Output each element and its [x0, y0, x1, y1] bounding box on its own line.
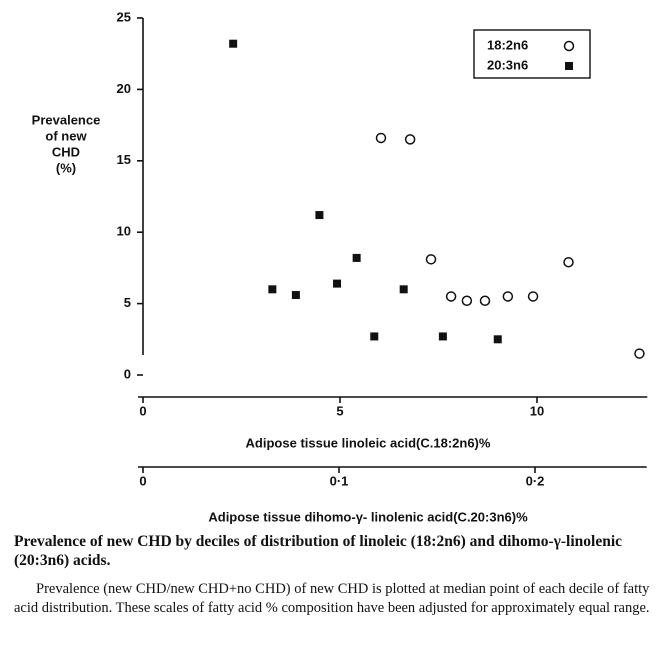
point: [527, 291, 539, 302]
point: [375, 132, 387, 144]
point: [229, 39, 238, 48]
point: [461, 295, 473, 306]
legend-marker: [565, 62, 573, 70]
y-tick-label: 25: [117, 9, 131, 24]
point: [493, 335, 502, 344]
x-axis-tick-label: 5: [336, 403, 343, 418]
y-axis-label: Prevalence: [32, 112, 101, 127]
y-tick-label: 20: [117, 81, 131, 96]
point: [404, 134, 416, 145]
x2-axis-label: Adipose tissue dihomo-γ- linolenic acid(…: [208, 509, 528, 524]
y-axis-label: (%): [56, 160, 76, 175]
x2-axis-tick-label: 0: [139, 473, 146, 488]
y-tick-label: 0: [124, 366, 131, 381]
y-axis-label: CHD: [52, 144, 80, 159]
x-axis-tick-label: 10: [530, 403, 544, 418]
legend-marker: [563, 40, 575, 52]
y-tick-label: 5: [124, 295, 131, 310]
point: [291, 291, 300, 300]
caption-text: Prevalence (new CHD/new CHD+no CHD) of n…: [14, 581, 650, 616]
point: [315, 211, 324, 220]
x2-axis-tick-label: 0·2: [526, 473, 545, 488]
point: [399, 285, 408, 294]
point: [438, 332, 447, 341]
point: [445, 291, 457, 302]
point: [352, 253, 361, 262]
point: [479, 295, 491, 306]
legend-box: [473, 29, 591, 79]
point: [425, 254, 437, 265]
y-axis-label: of new: [45, 128, 87, 143]
legend-label: 20:3n6: [487, 57, 528, 72]
y-tick-label: 15: [117, 152, 131, 167]
point: [370, 332, 379, 341]
point: [563, 256, 574, 268]
x-axis-tick-label: 0: [139, 403, 146, 418]
x-axis-label: Adipose tissue linoleic acid(C.18:2n6)%: [246, 435, 491, 450]
point: [634, 348, 645, 359]
x2-axis-tick-label: 0·1: [330, 473, 349, 488]
point: [268, 285, 277, 294]
point: [502, 291, 514, 302]
legend-label: 18:2n6: [487, 37, 528, 52]
caption-title: Prevalence of new CHD by deciles of dist…: [14, 533, 623, 569]
y-tick-label: 10: [117, 224, 131, 239]
point: [333, 279, 342, 288]
